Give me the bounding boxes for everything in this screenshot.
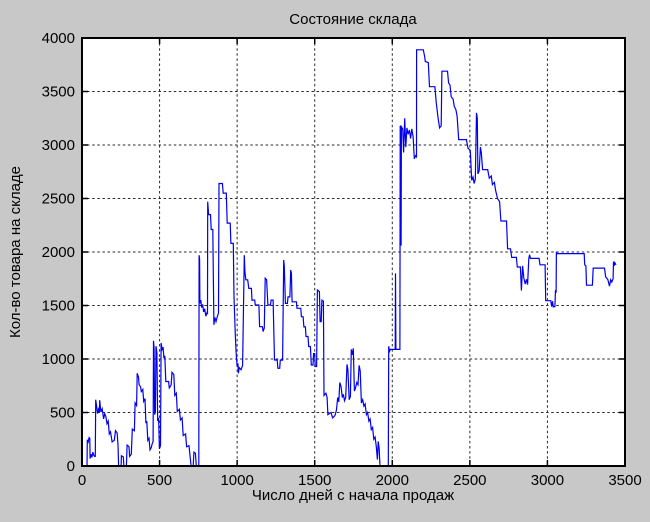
y-tick-label: 3500	[42, 84, 75, 101]
y-tick-label: 500	[50, 405, 75, 422]
axes-box	[81, 37, 626, 467]
x-tick-label: 1500	[298, 472, 331, 489]
x-axis-label: Число дней с начала продаж	[252, 487, 454, 504]
x-tick-label: 2000	[376, 472, 409, 489]
x-tick-label: 2500	[453, 472, 486, 489]
y-tick-label: 1000	[42, 351, 75, 368]
x-tick-label: 1000	[220, 472, 253, 489]
y-tick-label: 1500	[42, 298, 75, 315]
y-tick-label: 0	[67, 458, 75, 475]
x-tick-label: 0	[78, 472, 86, 489]
x-tick-label: 3500	[608, 472, 641, 489]
y-axis-label: Кол-во товара на складе	[7, 166, 24, 338]
x-tick-label: 500	[147, 472, 172, 489]
x-tick-labels: 0 500 1000 1500 2000 2500 3000 3500	[78, 472, 642, 489]
x-tick-label: 3000	[531, 472, 564, 489]
y-tick-label: 2000	[42, 244, 75, 261]
y-tick-labels: 0 500 1000 1500 2000 2500 3000 3500 4000	[42, 30, 75, 475]
y-tick-label: 4000	[42, 30, 75, 47]
y-tick-label: 3000	[42, 137, 75, 154]
y-tick-label: 2500	[42, 191, 75, 208]
inventory-series-line	[82, 49, 617, 467]
chart-title: Состояние склада	[289, 11, 417, 28]
